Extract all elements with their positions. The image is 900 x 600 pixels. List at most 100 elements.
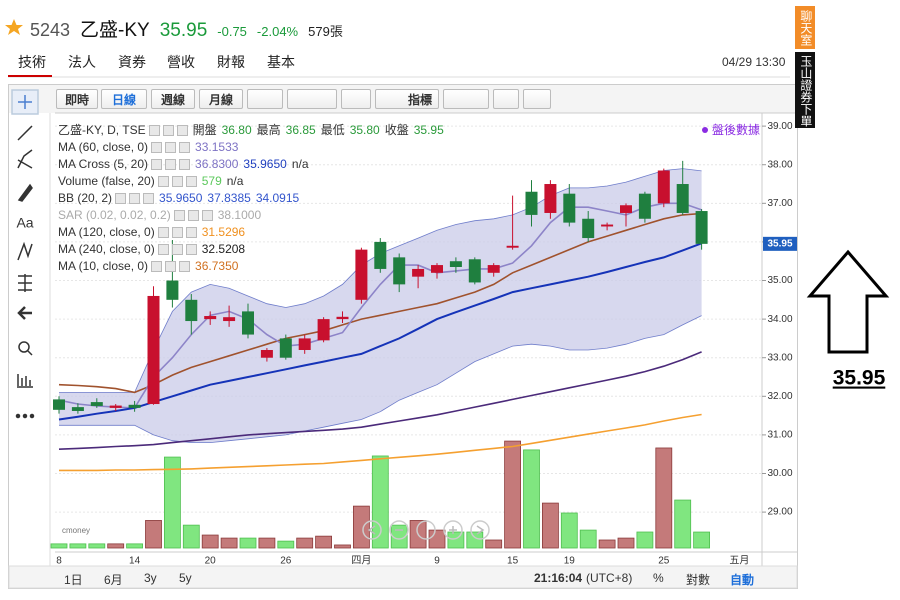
side-tab-order-label[interactable]: 玉山證券下單 xyxy=(799,55,813,127)
legend-icon xyxy=(176,125,188,136)
zoom-tool[interactable] xyxy=(27,350,33,356)
legend-title: 乙盛-KY, D, TSE xyxy=(58,123,146,137)
indicator-value: 38.1000 xyxy=(217,208,262,222)
range-button[interactable]: 1日 xyxy=(64,573,83,587)
volume-bar xyxy=(617,537,635,549)
tab[interactable]: 法人 xyxy=(68,54,96,70)
y-tick-label: 35.00 xyxy=(767,275,792,286)
candle-body xyxy=(53,399,65,410)
legend-icon xyxy=(115,193,127,204)
change: -0.75 xyxy=(217,24,247,39)
candle-body xyxy=(260,349,273,358)
more-tool[interactable] xyxy=(15,413,21,419)
legend-row: MA (10, close, 0) 36.7350 xyxy=(58,258,444,275)
legend-icon xyxy=(157,176,169,187)
range-button[interactable]: 3y xyxy=(144,571,157,585)
side-tab-chat-label[interactable]: 聊天室 xyxy=(799,10,813,46)
compare-button[interactable] xyxy=(247,89,283,109)
measure-tool[interactable] xyxy=(18,274,32,292)
star-icon[interactable] xyxy=(5,19,23,35)
x-tick-label: 五月 xyxy=(729,555,749,567)
tab[interactable]: 技術 xyxy=(18,54,46,70)
pattern-tool[interactable] xyxy=(17,241,33,261)
undo-redo-button[interactable] xyxy=(443,89,489,109)
legend-icon xyxy=(165,142,177,153)
legend-icon xyxy=(185,227,197,238)
indicator-button[interactable]: 指標 xyxy=(375,89,439,109)
volume-bar xyxy=(107,543,125,549)
more-tool[interactable] xyxy=(22,413,28,419)
line-tool[interactable] xyxy=(17,125,33,141)
ohlc-label: 開盤 xyxy=(192,123,217,137)
price: 35.95 xyxy=(159,20,208,41)
volume-bar xyxy=(201,534,219,549)
side-tab-order[interactable] xyxy=(795,52,815,128)
fib-tool[interactable] xyxy=(17,149,33,169)
candle-body xyxy=(204,316,217,320)
ohlc-label: 收盤 xyxy=(384,123,409,137)
legend-icon xyxy=(179,261,191,272)
x-tick-label: 8 xyxy=(56,556,62,567)
realtime-button[interactable]: 即時 xyxy=(56,89,98,109)
x-tick-label: 26 xyxy=(280,556,292,567)
tab[interactable]: 資券 xyxy=(118,54,146,70)
range-button[interactable]: 6月 xyxy=(104,573,123,587)
fullscreen-button[interactable] xyxy=(493,89,519,109)
zoom-minus[interactable] xyxy=(389,520,409,540)
indicator-value: n/a xyxy=(291,157,309,171)
settings-button[interactable] xyxy=(341,89,371,109)
indicator-name: Volume (false, 20) xyxy=(58,174,155,188)
candle-body xyxy=(223,317,236,322)
scroll-right[interactable] xyxy=(470,520,490,540)
range-button[interactable]: 5y xyxy=(179,571,192,585)
volume-bar xyxy=(560,512,578,549)
zoom-out[interactable] xyxy=(362,520,382,540)
indicator-tool[interactable] xyxy=(17,374,33,388)
daily-button[interactable]: 日線 xyxy=(101,89,147,109)
ohlc-value: 36.80 xyxy=(221,123,252,137)
x-tick-label: 9 xyxy=(434,556,440,567)
brush-tool[interactable] xyxy=(17,183,33,202)
volume-bar xyxy=(88,543,106,549)
x-tick-label: 25 xyxy=(658,556,670,567)
ohlc-value: 35.80 xyxy=(349,123,380,137)
log-toggle[interactable]: 對數 xyxy=(686,573,711,587)
volume-bar xyxy=(277,540,295,549)
remove-tool[interactable] xyxy=(17,306,32,320)
tab[interactable]: 營收 xyxy=(167,54,195,70)
volume-bar xyxy=(145,520,162,549)
timezone[interactable]: (UTC+8) xyxy=(586,571,633,585)
percent-toggle[interactable]: % xyxy=(653,571,664,585)
volume: 579張 xyxy=(308,24,343,39)
text-tool[interactable]: Aa xyxy=(16,215,33,231)
y-tick-label: 34.00 xyxy=(767,314,792,325)
zoom-plus[interactable] xyxy=(443,520,463,540)
indicator-name: MA (60, close, 0) xyxy=(58,140,149,154)
candle-body xyxy=(506,245,519,248)
more-tool[interactable] xyxy=(29,413,35,419)
legend-row: Volume (false, 20) 579 n/a xyxy=(58,173,444,190)
volume-bar xyxy=(69,543,87,549)
zoom-reset[interactable] xyxy=(416,520,436,540)
monthly-button[interactable]: 月線 xyxy=(199,89,243,109)
zoom-controls xyxy=(362,520,490,540)
snapshot-button[interactable] xyxy=(523,89,551,109)
volume-bar xyxy=(296,537,314,549)
auto-toggle[interactable]: 自動 xyxy=(730,573,755,587)
y-tick-label: 32.00 xyxy=(767,391,792,402)
candle-body xyxy=(355,249,368,300)
side-tab-chat[interactable] xyxy=(795,6,815,49)
weekly-button[interactable]: 週線 xyxy=(151,89,195,109)
chart-style-button[interactable] xyxy=(287,89,337,109)
zoom-tool[interactable] xyxy=(18,341,30,353)
legend-icon xyxy=(171,244,183,255)
price-tag-label: 35.95 xyxy=(767,238,792,249)
x-tick-label: 15 xyxy=(507,556,519,567)
tab[interactable]: 基本 xyxy=(267,54,295,70)
volume-bar xyxy=(466,531,484,549)
candle-body xyxy=(242,311,254,335)
candle-body xyxy=(657,170,670,204)
after-hours[interactable]: 盤後數據 xyxy=(712,123,760,137)
tab[interactable]: 財報 xyxy=(217,54,245,70)
legend-icon xyxy=(165,261,177,272)
